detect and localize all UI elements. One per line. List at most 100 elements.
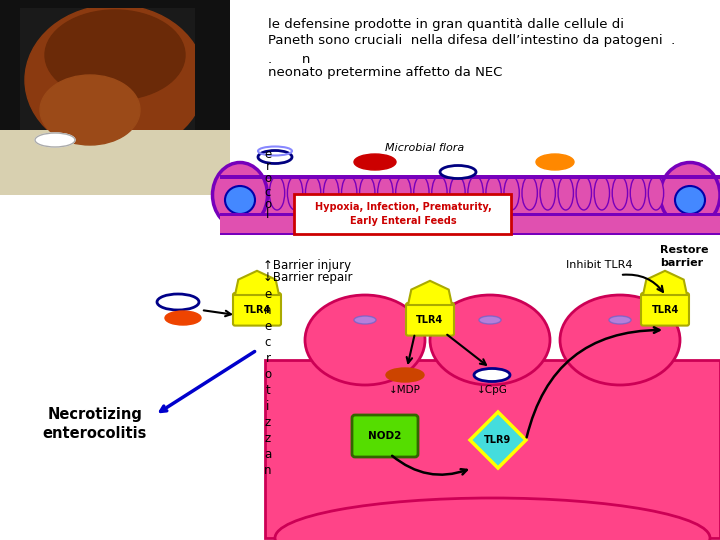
Text: Microbial flora: Microbial flora <box>385 143 464 153</box>
Text: o: o <box>264 172 271 185</box>
Bar <box>220 175 720 235</box>
Ellipse shape <box>522 176 537 210</box>
Ellipse shape <box>450 176 465 210</box>
Ellipse shape <box>660 163 720 227</box>
Text: c: c <box>265 186 271 199</box>
Ellipse shape <box>386 368 424 382</box>
Ellipse shape <box>396 176 411 210</box>
Bar <box>0 0 230 195</box>
FancyBboxPatch shape <box>233 293 281 326</box>
Bar <box>0 0 20 195</box>
Text: r: r <box>266 353 271 366</box>
Ellipse shape <box>225 186 255 214</box>
Text: c: c <box>265 336 271 349</box>
Ellipse shape <box>275 498 710 540</box>
Ellipse shape <box>432 176 447 210</box>
Ellipse shape <box>269 176 284 210</box>
Text: t: t <box>266 384 271 397</box>
Text: .       n: . n <box>268 53 310 66</box>
Polygon shape <box>643 271 687 295</box>
Ellipse shape <box>430 295 550 385</box>
Polygon shape <box>235 271 279 295</box>
Text: TLR4: TLR4 <box>243 306 271 315</box>
Text: Necrotizing: Necrotizing <box>48 408 143 422</box>
Text: barrier: barrier <box>660 258 703 268</box>
Text: a: a <box>264 449 271 462</box>
Polygon shape <box>470 412 526 468</box>
Ellipse shape <box>354 154 396 170</box>
Text: o: o <box>264 368 271 381</box>
Ellipse shape <box>558 176 573 210</box>
Text: TLR4: TLR4 <box>416 315 444 326</box>
Ellipse shape <box>440 165 476 179</box>
Ellipse shape <box>594 176 610 210</box>
Text: enterocolitis: enterocolitis <box>42 426 147 441</box>
Ellipse shape <box>536 154 574 170</box>
Text: n: n <box>264 464 271 477</box>
Bar <box>265 360 720 538</box>
Text: Early Enteral Feeds: Early Enteral Feeds <box>350 216 456 226</box>
FancyBboxPatch shape <box>641 293 689 326</box>
Ellipse shape <box>359 176 375 210</box>
Ellipse shape <box>25 5 205 155</box>
Ellipse shape <box>258 151 292 164</box>
Ellipse shape <box>504 176 519 210</box>
Bar <box>230 0 720 100</box>
Ellipse shape <box>540 176 555 210</box>
Ellipse shape <box>341 176 357 210</box>
Text: NOD2: NOD2 <box>369 431 402 441</box>
Text: e: e <box>264 321 271 334</box>
Text: i: i <box>266 401 270 414</box>
Ellipse shape <box>165 311 201 325</box>
FancyBboxPatch shape <box>406 303 454 335</box>
FancyBboxPatch shape <box>352 415 418 457</box>
Bar <box>0 130 230 195</box>
Text: r: r <box>266 160 271 173</box>
Ellipse shape <box>479 316 501 324</box>
Ellipse shape <box>486 176 501 210</box>
Ellipse shape <box>576 176 591 210</box>
Ellipse shape <box>354 316 376 324</box>
Text: Restore: Restore <box>660 245 708 255</box>
Text: e: e <box>264 148 271 161</box>
Text: z: z <box>265 433 271 446</box>
Ellipse shape <box>212 163 268 227</box>
Text: TLR9: TLR9 <box>485 435 512 445</box>
Ellipse shape <box>474 368 510 381</box>
Text: ↓CpG: ↓CpG <box>477 385 508 395</box>
Text: Inhibit TLR4: Inhibit TLR4 <box>566 260 632 270</box>
Text: z: z <box>265 416 271 429</box>
Bar <box>220 213 720 216</box>
Ellipse shape <box>675 186 705 214</box>
Text: n: n <box>264 305 271 318</box>
Text: Hypoxia, Infection, Prematurity,: Hypoxia, Infection, Prematurity, <box>315 202 491 212</box>
Ellipse shape <box>305 176 321 210</box>
Ellipse shape <box>648 176 664 210</box>
Text: neonato pretermine affetto da NEC: neonato pretermine affetto da NEC <box>268 66 503 79</box>
Text: ↓Barrier repair: ↓Barrier repair <box>263 272 353 285</box>
Text: e: e <box>264 288 271 301</box>
Text: TLR4: TLR4 <box>652 306 679 315</box>
Ellipse shape <box>323 176 339 210</box>
Text: le defensine prodotte in gran quantità dalle cellule di: le defensine prodotte in gran quantità d… <box>268 18 624 31</box>
Ellipse shape <box>157 294 199 310</box>
Ellipse shape <box>609 316 631 324</box>
Bar <box>220 215 720 233</box>
Bar <box>220 231 720 235</box>
Bar <box>0 0 230 8</box>
Ellipse shape <box>612 176 628 210</box>
Bar <box>220 175 720 179</box>
Ellipse shape <box>468 176 483 210</box>
Ellipse shape <box>35 133 75 147</box>
Ellipse shape <box>305 295 425 385</box>
Text: o: o <box>264 198 271 211</box>
Ellipse shape <box>40 75 140 145</box>
Text: l: l <box>266 208 270 221</box>
Polygon shape <box>408 281 452 305</box>
Text: ↑Barrier injury: ↑Barrier injury <box>263 259 351 272</box>
Text: ↓MDP: ↓MDP <box>389 385 421 395</box>
Ellipse shape <box>287 176 302 210</box>
Text: Paneth sono cruciali  nella difesa dell’intestino da patogeni  .: Paneth sono cruciali nella difesa dell’i… <box>268 34 675 47</box>
Ellipse shape <box>377 176 393 210</box>
Bar <box>195 0 230 195</box>
